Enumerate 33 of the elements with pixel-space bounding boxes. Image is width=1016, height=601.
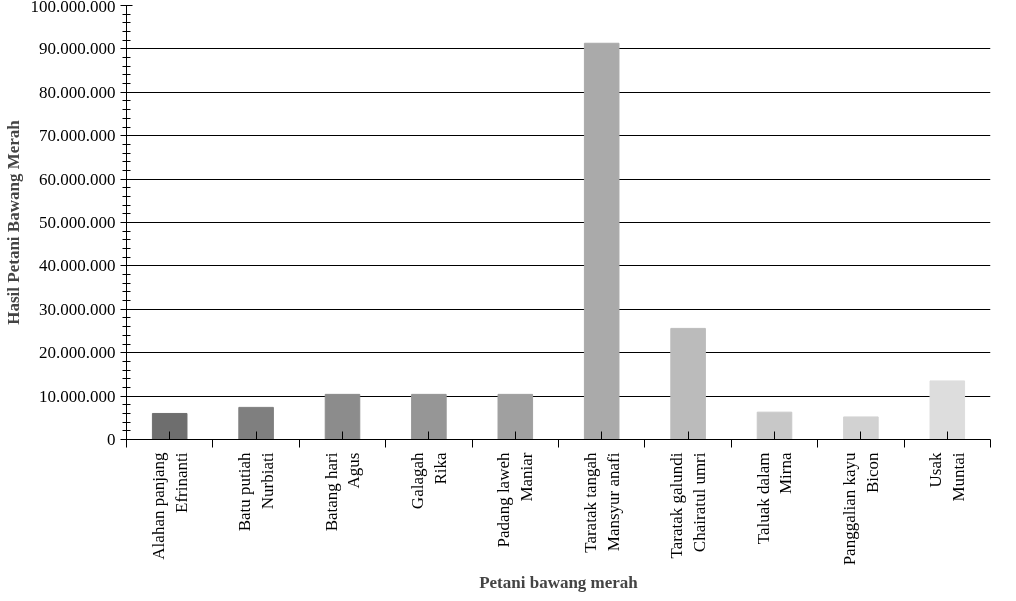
x-tick-label: Taratak galundi Chairatul umri bbox=[667, 452, 709, 559]
bar bbox=[756, 411, 793, 440]
x-axis-title: Petani bawang merah bbox=[479, 573, 639, 593]
bar bbox=[929, 380, 966, 440]
bar bbox=[843, 416, 879, 440]
bar bbox=[324, 393, 361, 440]
bar bbox=[151, 412, 188, 440]
bar bbox=[411, 393, 447, 440]
x-tick-label: Usak Muntai bbox=[926, 452, 969, 502]
x-tick-label: Taluak dalam Mirna bbox=[753, 452, 796, 545]
x-tick-label: Panggalian kayu Bicon bbox=[840, 452, 882, 566]
bar bbox=[238, 406, 274, 440]
bar bbox=[583, 42, 620, 440]
y-tick-label: 70.000.000 bbox=[39, 126, 116, 146]
y-tick-label: 80.000.000 bbox=[39, 82, 116, 102]
bar bbox=[497, 393, 534, 440]
y-tick-label: 90.000.000 bbox=[39, 39, 116, 59]
y-tick-label: 20.000.000 bbox=[39, 343, 116, 363]
x-tick-label: Taratak tangah Mansyur anafi bbox=[580, 452, 623, 553]
x-tick-label: Batang hari Agus bbox=[321, 452, 364, 532]
x-tick-label: Galagah Rika bbox=[408, 452, 450, 510]
y-tick-label: 60.000.000 bbox=[39, 169, 116, 189]
x-tick-label: Padang laweh Maniar bbox=[494, 452, 537, 548]
y-tick-label: 0 bbox=[107, 430, 116, 449]
bar bbox=[670, 327, 706, 440]
y-tick-label: 50.000.000 bbox=[39, 213, 116, 232]
x-tick-label: Batu putiah Nurbiati bbox=[235, 452, 277, 532]
y-tick-label: 100.000.000 bbox=[30, 0, 116, 16]
y-tick-label: 10.000.000 bbox=[39, 386, 116, 406]
y-tick-label: 40.000.000 bbox=[39, 256, 116, 276]
y-axis-title: Hasil Petani Bawang Merah bbox=[3, 119, 23, 325]
y-tick-label: 30.000.000 bbox=[39, 299, 116, 319]
x-tick-label: Alahan panjang Efrinanti bbox=[148, 452, 191, 560]
